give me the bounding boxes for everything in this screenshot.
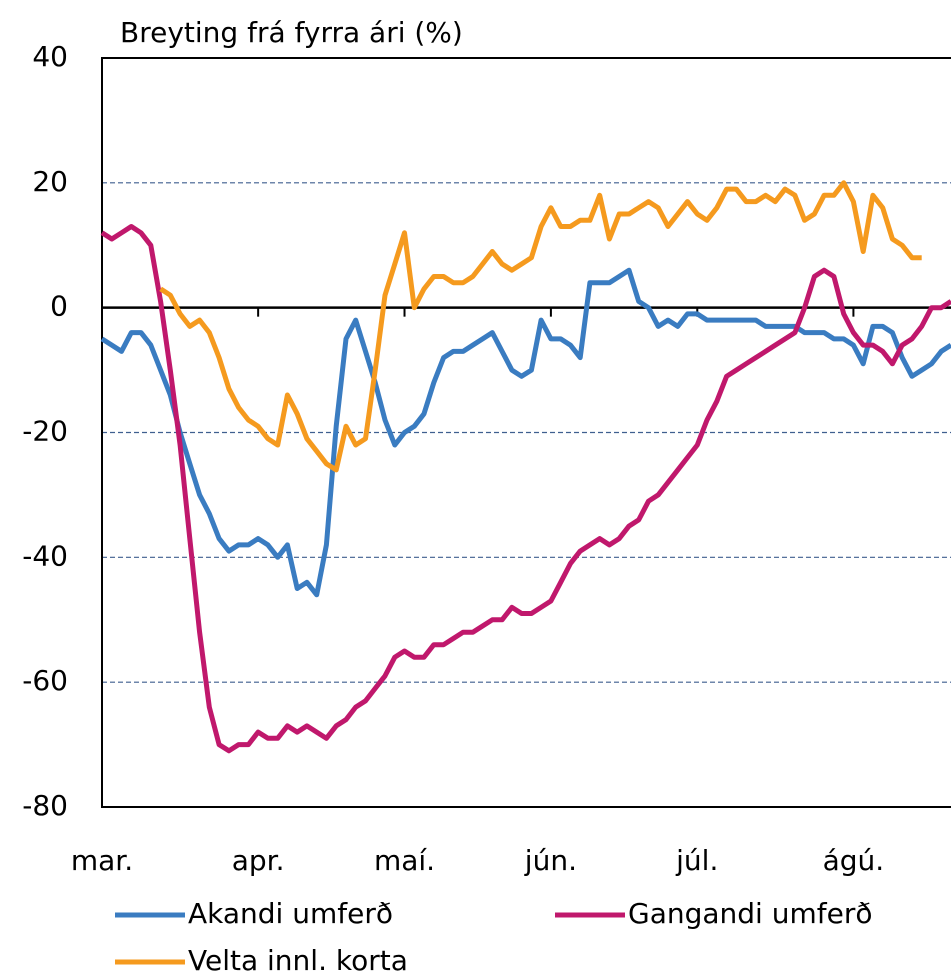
x-tick-label: jún. — [524, 844, 577, 877]
y-tick-label: 20 — [32, 165, 68, 198]
x-tick-label: apr. — [232, 844, 285, 877]
series-line — [159, 180, 922, 473]
y-tick-label: -40 — [22, 539, 68, 572]
series-line — [100, 224, 951, 754]
x-tick-label: mar. — [71, 844, 133, 877]
x-tick-label: ágú. — [823, 844, 885, 877]
y-tick-label: -20 — [22, 415, 68, 448]
y-tick-label: 40 — [32, 40, 68, 73]
y-tick-label: -80 — [22, 789, 68, 822]
legend-label: Gangandi umferð — [628, 897, 872, 930]
plot-frame — [101, 57, 951, 808]
x-tick-label: júl. — [675, 844, 718, 877]
legend-label: Akandi umferð — [188, 897, 393, 930]
y-tick-label: 0 — [50, 290, 68, 323]
x-tick-label: maí. — [374, 844, 435, 877]
chart-title: Breyting frá fyrra ári (%) — [120, 16, 463, 49]
series-line — [100, 267, 951, 598]
y-tick-label: -60 — [22, 664, 68, 697]
legend-label: Velta innl. korta — [188, 944, 408, 977]
